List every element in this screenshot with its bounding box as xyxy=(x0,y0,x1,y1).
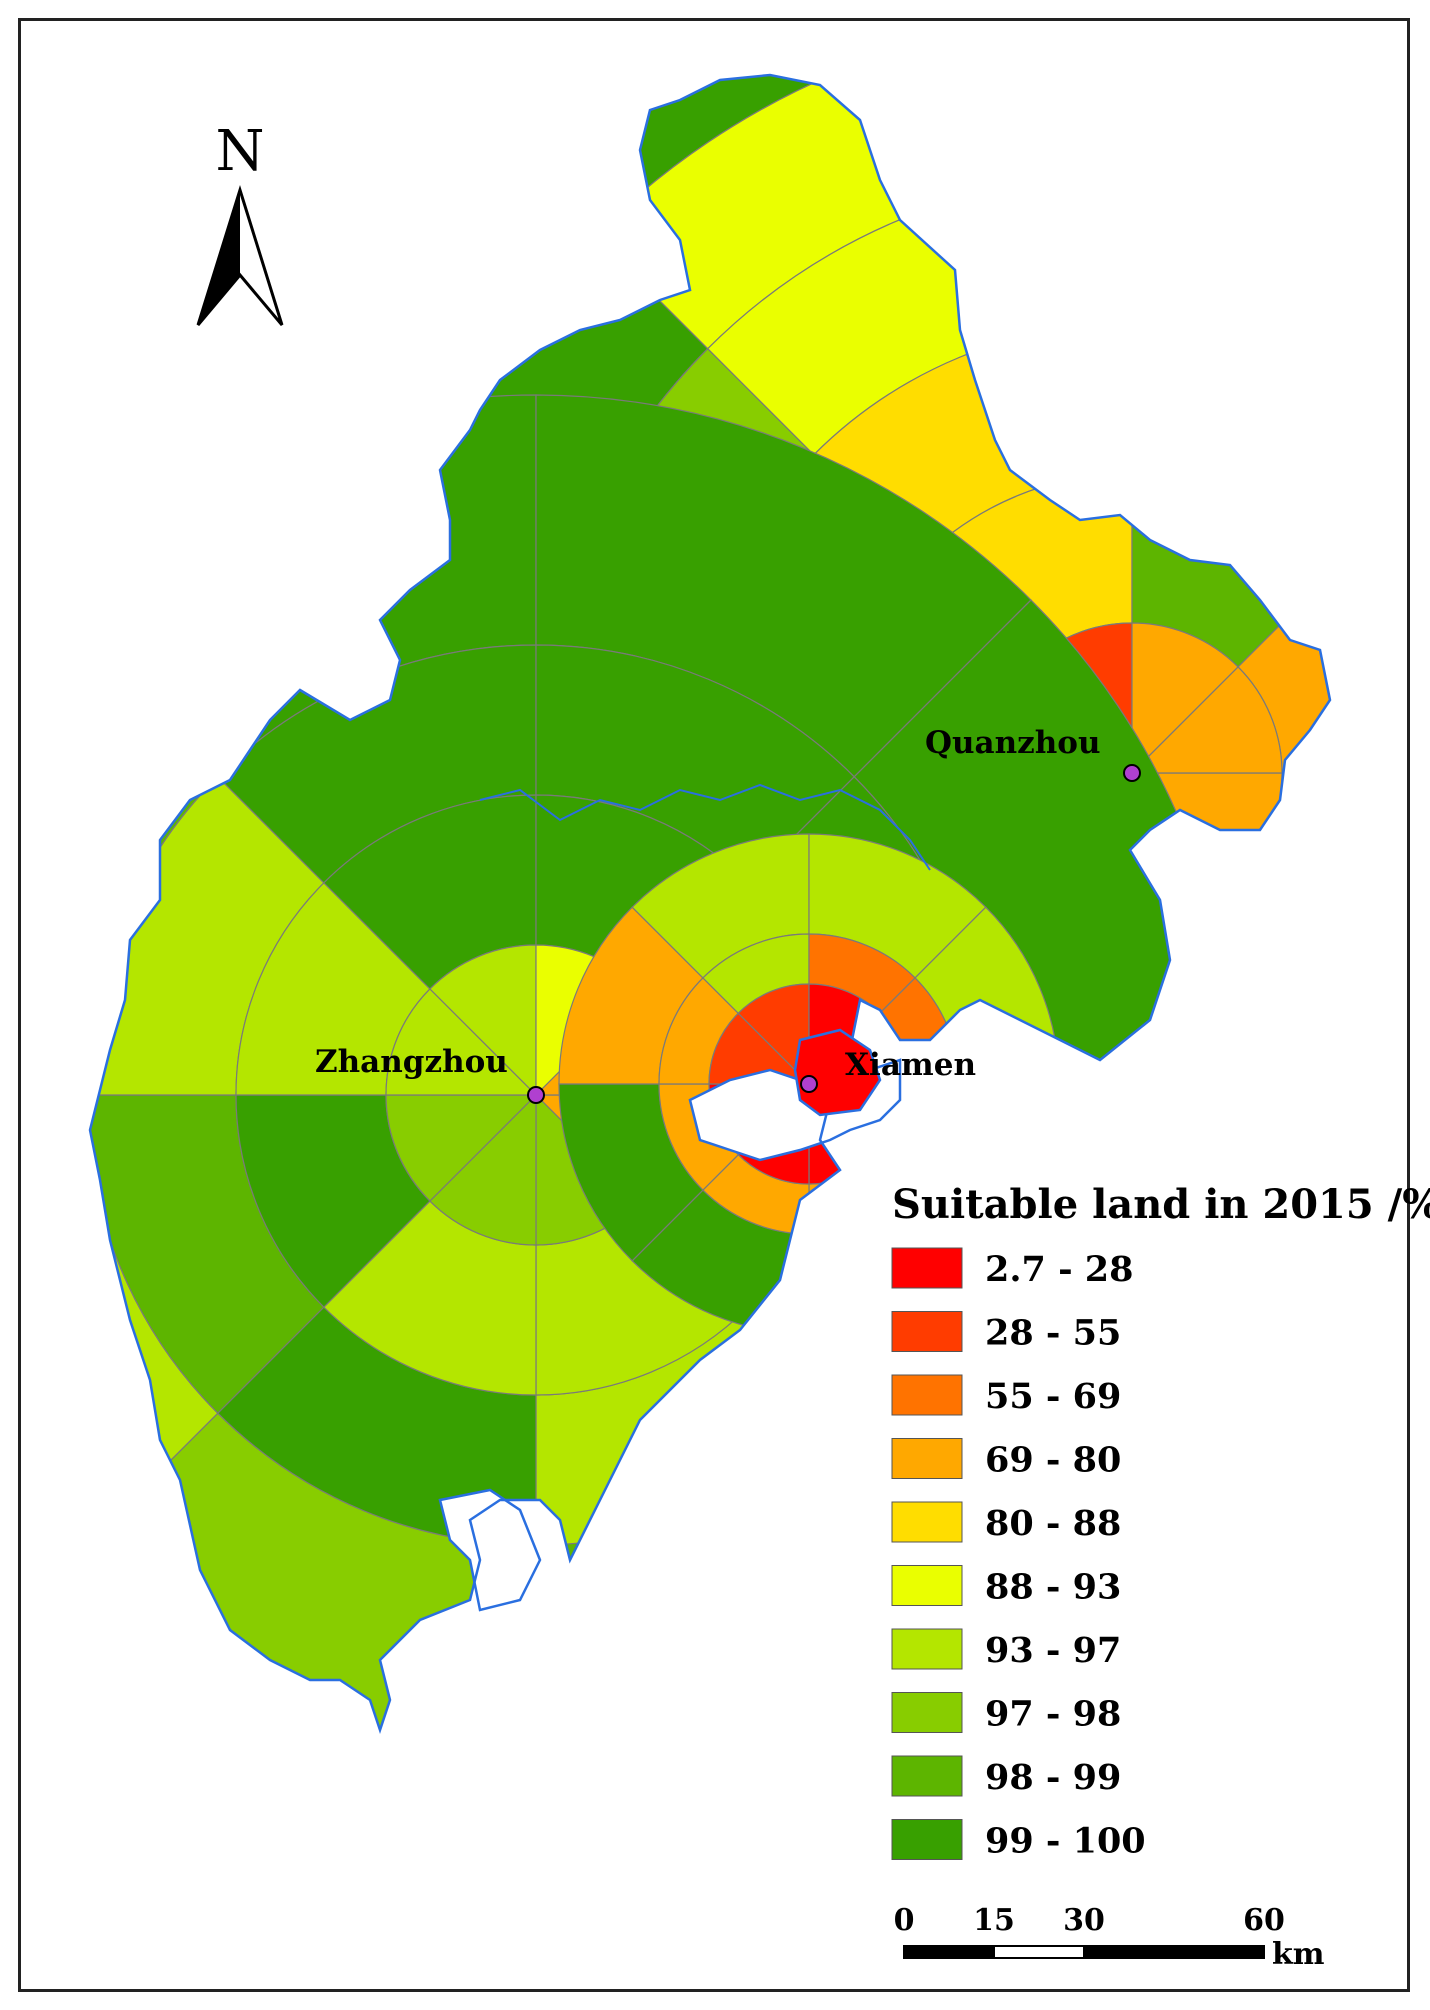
zone-sector xyxy=(385,1094,538,1202)
scale-tick-0: 0 xyxy=(894,1903,915,1938)
scale-segment-1 xyxy=(903,1945,995,1959)
legend-swatch xyxy=(891,1628,963,1670)
scale-unit: km xyxy=(1272,1937,1325,1972)
city-markers: Quanzhou Zhangzhou Xiamen xyxy=(315,725,1141,1104)
scale-bar: 0 15 30 60 km xyxy=(894,1903,1325,1972)
zone-sector xyxy=(1344,773,1430,1091)
legend-label: 28 - 55 xyxy=(985,1313,1121,1354)
legend-label: 69 - 80 xyxy=(985,1440,1121,1481)
legend-label: 97 - 98 xyxy=(985,1694,1121,1735)
legend-label: 55 - 69 xyxy=(985,1376,1121,1417)
legend-swatch xyxy=(891,1565,963,1606)
zone-sector xyxy=(429,1093,537,1246)
legend-swatch xyxy=(891,1311,963,1352)
legend-swatch xyxy=(891,1755,963,1797)
north-arrow-label: N xyxy=(216,119,265,184)
legend-label: 88 - 93 xyxy=(985,1567,1121,1608)
legend-swatch xyxy=(891,1438,963,1479)
legend-swatch xyxy=(891,1247,963,1289)
legend-swatch xyxy=(891,1374,963,1416)
legend-items: 2.7 - 28 28 - 55 55 - 69 69 - 80 80 - 88 88 -… xyxy=(891,1247,1146,1862)
zone-sector xyxy=(1130,666,1283,774)
scale-segment-3 xyxy=(1083,1945,1265,1959)
quanzhou-label: Quanzhou xyxy=(925,725,1101,761)
zhangzhou-marker xyxy=(527,1086,545,1104)
zone-sector xyxy=(1131,322,1330,562)
legend-label: 80 - 88 xyxy=(985,1503,1121,1544)
zone-sector xyxy=(1131,75,1330,350)
zone-sector xyxy=(429,944,537,1097)
scale-tick-15: 15 xyxy=(973,1903,1015,1938)
legend-swatch xyxy=(891,1692,963,1733)
zone-sector xyxy=(737,983,810,1086)
legend-label: 2.7 - 28 xyxy=(985,1249,1134,1290)
zone-sector xyxy=(1131,75,1330,237)
southern-bay-water xyxy=(438,1488,542,1612)
north-arrow: N xyxy=(196,119,284,326)
coastline xyxy=(88,73,1332,1734)
legend: Suitable land in 2015 /% 2.7 - 28 28 - 55… xyxy=(891,1181,1430,1862)
zone-sector xyxy=(708,1012,811,1085)
zone-sector xyxy=(385,988,538,1096)
legend-label: 99 - 100 xyxy=(985,1821,1146,1862)
legend-title: Suitable land in 2015 /% xyxy=(892,1181,1430,1228)
quanzhou-marker xyxy=(1123,764,1141,782)
zone-sector xyxy=(1131,1309,1330,1730)
scale-segment-2 xyxy=(993,1945,1085,1959)
scale-tick-60: 60 xyxy=(1243,1903,1285,1938)
zone-sector xyxy=(1131,172,1330,456)
legend-label: 93 - 97 xyxy=(985,1630,1121,1671)
xiamen-marker xyxy=(800,1075,818,1093)
zhangzhou-label: Zhangzhou xyxy=(315,1044,508,1080)
zone-sector xyxy=(1131,622,1239,775)
zone-sector xyxy=(1131,1090,1330,1374)
zone-sector xyxy=(1131,1196,1330,1534)
legend-label: 98 - 99 xyxy=(985,1757,1121,1798)
xiamen-island xyxy=(793,1028,882,1117)
scale-tick-30: 30 xyxy=(1063,1903,1105,1938)
legend-swatch xyxy=(891,1501,963,1543)
zone-sector xyxy=(914,1083,1060,1262)
xiamen-label: Xiamen xyxy=(845,1047,976,1083)
admin-boundary xyxy=(479,783,931,871)
zone-sector xyxy=(1344,455,1430,773)
legend-swatch xyxy=(891,1819,963,1860)
